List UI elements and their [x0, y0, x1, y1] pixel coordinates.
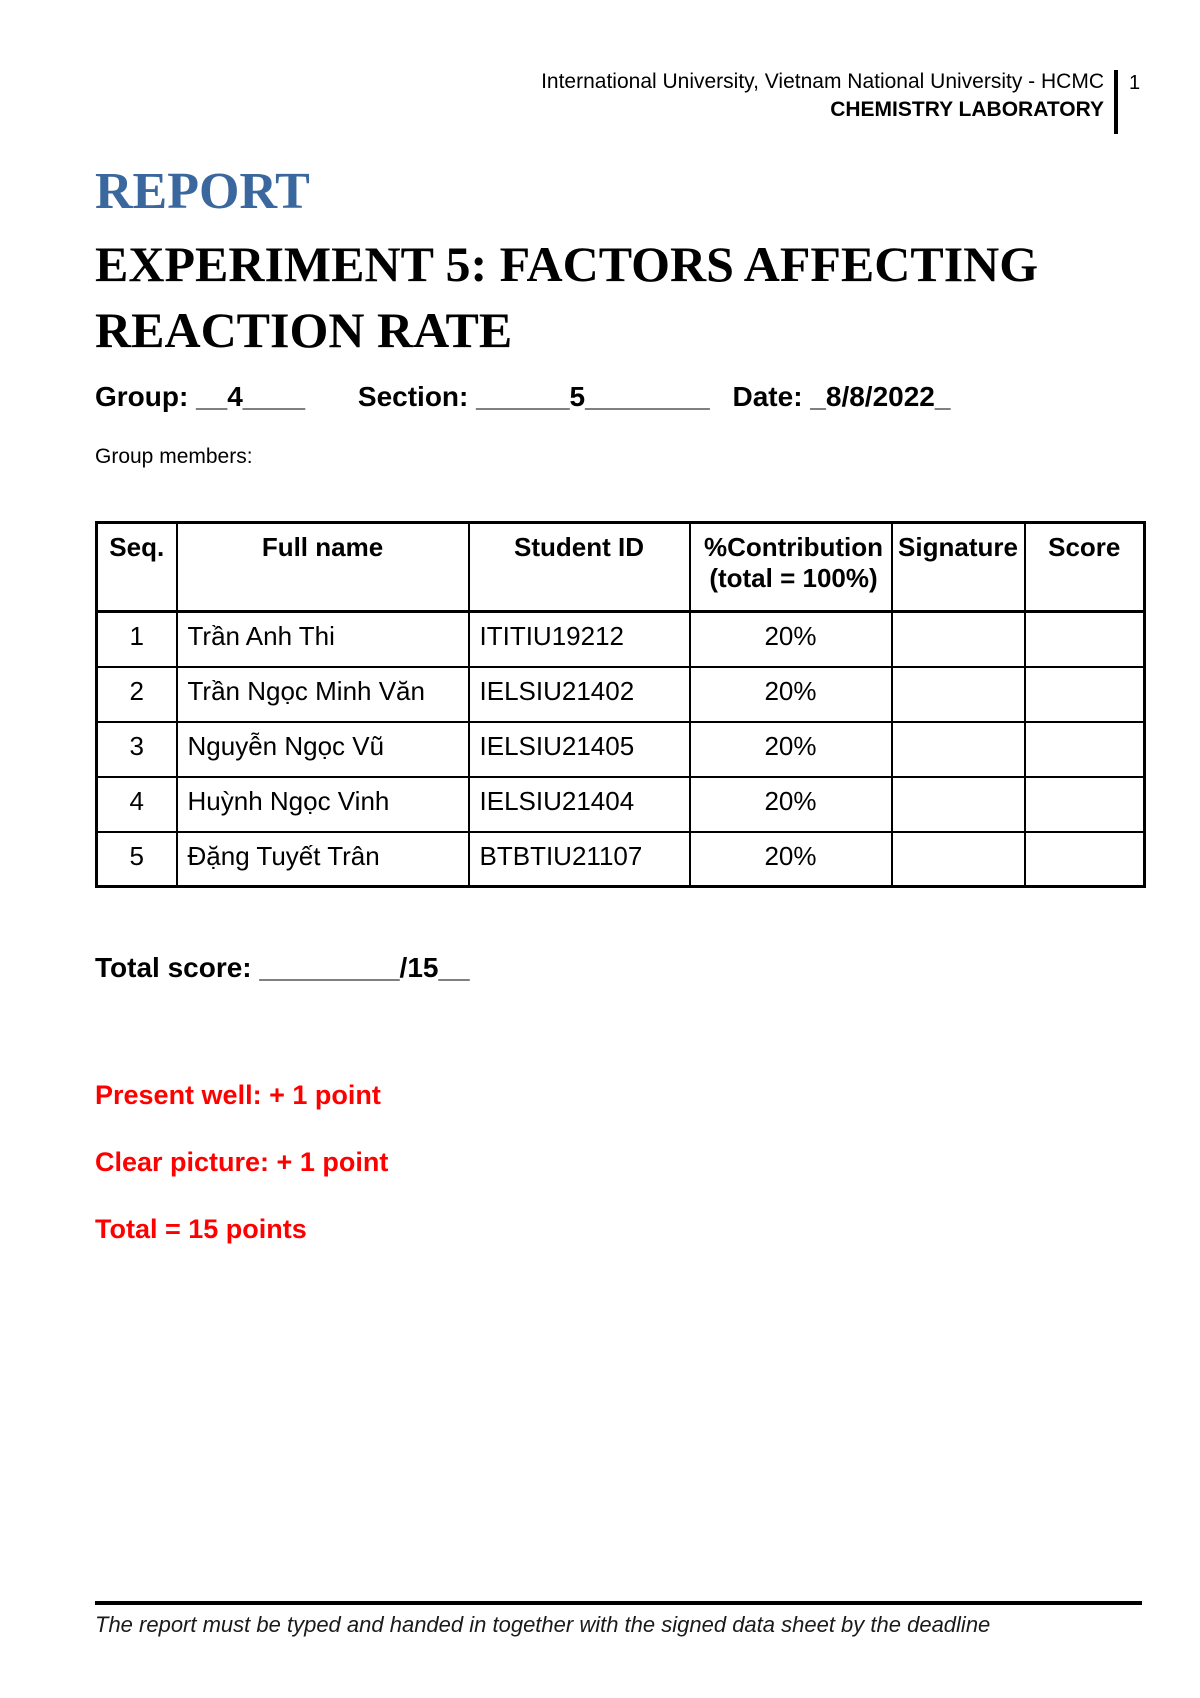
cell-seq: 5 [95, 830, 178, 888]
table-header-row: Seq. Full name Student ID %Contribution … [95, 521, 1146, 613]
header-divider [1114, 70, 1118, 134]
col-header-student-id: Student ID [467, 521, 691, 613]
document-body: REPORT EXPERIMENT 5: FACTORS AFFECTING R… [0, 162, 1200, 1245]
cell-score [1023, 665, 1146, 723]
table-row: 3 Nguyễn Ngọc Vũ IELSIU21405 20% [95, 720, 1146, 778]
cell-student-id: BTBTIU21107 [467, 830, 691, 888]
cell-full-name: Huỳnh Ngọc Vinh [175, 775, 470, 833]
cell-full-name: Trần Anh Thi [175, 610, 470, 668]
experiment-heading: EXPERIMENT 5: FACTORS AFFECTING REACTION… [95, 236, 1039, 358]
cell-contribution: 20% [688, 830, 893, 888]
col-header-signature: Signature [890, 521, 1026, 613]
group-members-table: Seq. Full name Student ID %Contribution … [95, 521, 1146, 888]
cell-seq: 2 [95, 665, 178, 723]
cell-contribution: 20% [688, 775, 893, 833]
document-footer: The report must be typed and handed in t… [95, 1601, 1142, 1638]
header-text-block: International University, Vietnam Nation… [541, 68, 1114, 125]
table-row: 2 Trần Ngọc Minh Văn IELSIU21402 20% [95, 665, 1146, 723]
note-clear-picture: Clear picture: + 1 point [95, 1147, 389, 1177]
cell-contribution: 20% [688, 720, 893, 778]
cell-score [1023, 775, 1146, 833]
note-present-well: Present well: + 1 point [95, 1080, 381, 1110]
grading-notes: Present well: + 1 point Clear picture: +… [95, 1080, 1140, 1245]
institution-name: International University, Vietnam Nation… [541, 70, 1104, 93]
cell-signature [890, 720, 1026, 778]
cell-full-name: Nguyễn Ngọc Vũ [175, 720, 470, 778]
department-name: CHEMISTRY LABORATORY [830, 98, 1104, 122]
col-header-full-name: Full name [175, 521, 470, 613]
cell-full-name: Đặng Tuyết Trân [175, 830, 470, 888]
cell-signature [890, 610, 1026, 668]
table-row: 1 Trần Anh Thi ITITIU19212 20% [95, 610, 1146, 668]
col-header-seq: Seq. [95, 521, 178, 613]
document-header: International University, Vietnam Nation… [0, 0, 1200, 134]
cell-student-id: IELSIU21402 [467, 665, 691, 723]
group-members-label: Group members: [95, 445, 253, 468]
cell-student-id: IELSIU21405 [467, 720, 691, 778]
total-score-field: Total score: _________/15__ [95, 952, 470, 983]
section-field: Section: ______5________ [357, 381, 710, 412]
col-header-score: Score [1023, 521, 1146, 613]
cell-signature [890, 775, 1026, 833]
date-field: Date: _8/8/2022_ [732, 381, 951, 412]
contribution-header-line1: %Contribution [703, 532, 884, 562]
cell-seq: 3 [95, 720, 178, 778]
cell-score [1023, 830, 1146, 888]
cell-student-id: ITITIU19212 [467, 610, 691, 668]
cell-signature [890, 830, 1026, 888]
cell-contribution: 20% [688, 665, 893, 723]
group-field: Group: __4____ [95, 381, 306, 412]
cell-full-name: Trần Ngọc Minh Văn [175, 665, 470, 723]
cell-seq: 4 [95, 775, 178, 833]
note-total-points: Total = 15 points [95, 1214, 307, 1244]
cell-score [1023, 720, 1146, 778]
cell-signature [890, 665, 1026, 723]
col-header-contribution: %Contribution (total = 100%) [688, 521, 893, 613]
report-heading: REPORT [95, 163, 310, 220]
cell-student-id: IELSIU21404 [467, 775, 691, 833]
cell-score [1023, 610, 1146, 668]
cell-seq: 1 [95, 610, 178, 668]
table-row: 5 Đặng Tuyết Trân BTBTIU21107 20% [95, 830, 1146, 888]
page-number: 1 [1129, 72, 1141, 94]
table-row: 4 Huỳnh Ngọc Vinh IELSIU21404 20% [95, 775, 1146, 833]
group-section-date-line: Group: __4____ Section: ______5________ … [95, 381, 1140, 413]
footer-note: The report must be typed and handed in t… [95, 1612, 991, 1637]
cell-contribution: 20% [688, 610, 893, 668]
contribution-header-line2: (total = 100%) [709, 563, 878, 593]
